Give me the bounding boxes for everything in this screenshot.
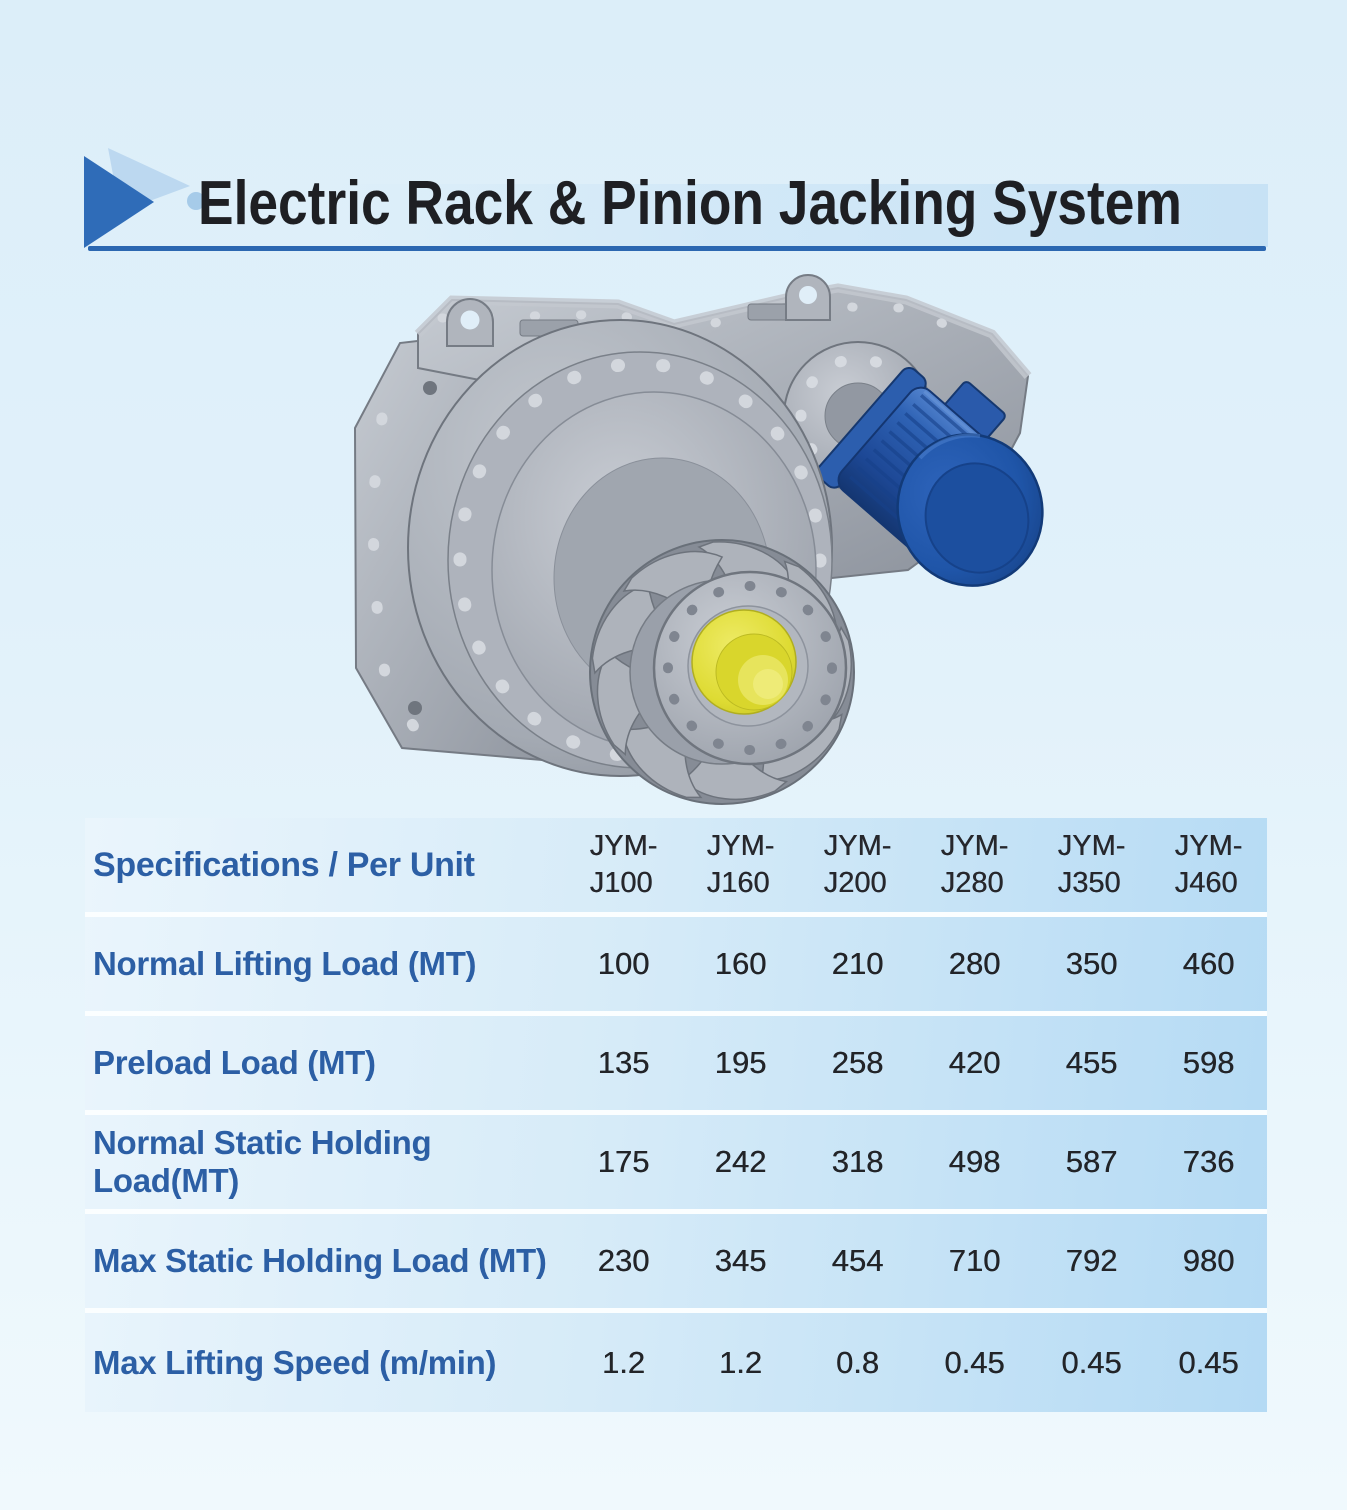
spec-value: 175 [597, 1144, 650, 1179]
spec-value: 0.45 [944, 1344, 1005, 1380]
spec-value: 455 [1065, 1045, 1118, 1080]
column-header: JYM- J350 [1057, 830, 1126, 899]
spec-value: 420 [948, 1045, 1001, 1080]
spec-row-label: Max Static Holding Load (MT) [93, 1242, 547, 1279]
spec-value: 980 [1182, 1243, 1235, 1278]
spec-value: 1.2 [718, 1344, 763, 1380]
spec-value: 587 [1065, 1144, 1118, 1179]
lifting-lug-right [785, 274, 831, 321]
spec-value: 598 [1182, 1045, 1235, 1080]
table-row: Normal Lifting Load (MT) 100 160 210 280… [85, 917, 1267, 1016]
spec-value: 1.2 [601, 1344, 646, 1380]
spec-value: 135 [597, 1045, 650, 1080]
spec-row-label: Max Lifting Speed (m/min) [93, 1343, 497, 1381]
table-header-row: Specifications / Per Unit JYM- J100 JYM- J… [85, 818, 1267, 917]
table-row: Max Lifting Speed (m/min) 1.2 1.2 0.8 0.… [85, 1313, 1267, 1412]
column-header: JYM- J100 [589, 830, 658, 899]
spec-value: 460 [1182, 946, 1235, 981]
column-header: JYM- J280 [940, 830, 1009, 899]
spec-value: 280 [948, 946, 1001, 981]
spec-value: 242 [714, 1144, 767, 1179]
spec-value: 230 [597, 1243, 650, 1278]
column-header: JYM- J460 [1174, 830, 1243, 899]
gearbox-figure [320, 268, 1050, 828]
spec-header-label: Specifications / Per Unit [93, 845, 475, 884]
motor-end-cap [896, 433, 1044, 587]
column-header: JYM- J160 [706, 830, 775, 899]
arrow-dot [187, 192, 205, 210]
spec-value: 0.8 [835, 1344, 880, 1380]
table-row: Preload Load (MT) 135 195 258 420 455 59… [85, 1016, 1267, 1115]
spec-row-label: Normal Static Holding Load(MT) [93, 1124, 432, 1199]
spec-table: Specifications / Per Unit JYM- J100 JYM- J… [85, 818, 1267, 1412]
title-arrow-icon [84, 148, 214, 258]
table-row: Max Static Holding Load (MT) 230 345 454… [85, 1214, 1267, 1313]
gearbox-render-illustration [353, 274, 1044, 805]
spec-value: 0.45 [1178, 1344, 1239, 1380]
spec-value: 792 [1065, 1243, 1118, 1278]
column-header: JYM- J200 [823, 830, 892, 899]
spec-value: 498 [948, 1144, 1001, 1179]
spec-value: 350 [1065, 946, 1118, 981]
spec-value: 345 [714, 1243, 767, 1278]
spec-value: 710 [948, 1243, 1001, 1278]
spec-value: 318 [831, 1144, 884, 1179]
page-header: Electric Rack & Pinion Jacking System [0, 0, 1347, 260]
spec-value: 736 [1182, 1144, 1235, 1179]
spec-value: 454 [831, 1243, 884, 1278]
drum-flange-bolts [453, 357, 827, 763]
spec-value: 195 [714, 1045, 767, 1080]
spec-value: 258 [831, 1045, 884, 1080]
spec-value: 210 [831, 946, 884, 981]
title-underline [88, 246, 1266, 251]
output-flange-bolt-holes [663, 581, 837, 755]
spec-row-label: Preload Load (MT) [93, 1044, 376, 1081]
yellow-output-hub [691, 609, 797, 715]
spec-value: 100 [597, 946, 650, 981]
lifting-lug-left [446, 298, 494, 347]
table-row: Normal Static Holding Load(MT) 175 242 3… [85, 1115, 1267, 1214]
spec-row-label: Normal Lifting Load (MT) [93, 945, 477, 982]
arrow-dark-triangle [84, 156, 154, 248]
spec-value: 160 [714, 946, 767, 981]
spec-value: 0.45 [1061, 1344, 1122, 1380]
page-title: Electric Rack & Pinion Jacking System [198, 169, 1182, 238]
title-highlight-band [340, 184, 1268, 247]
